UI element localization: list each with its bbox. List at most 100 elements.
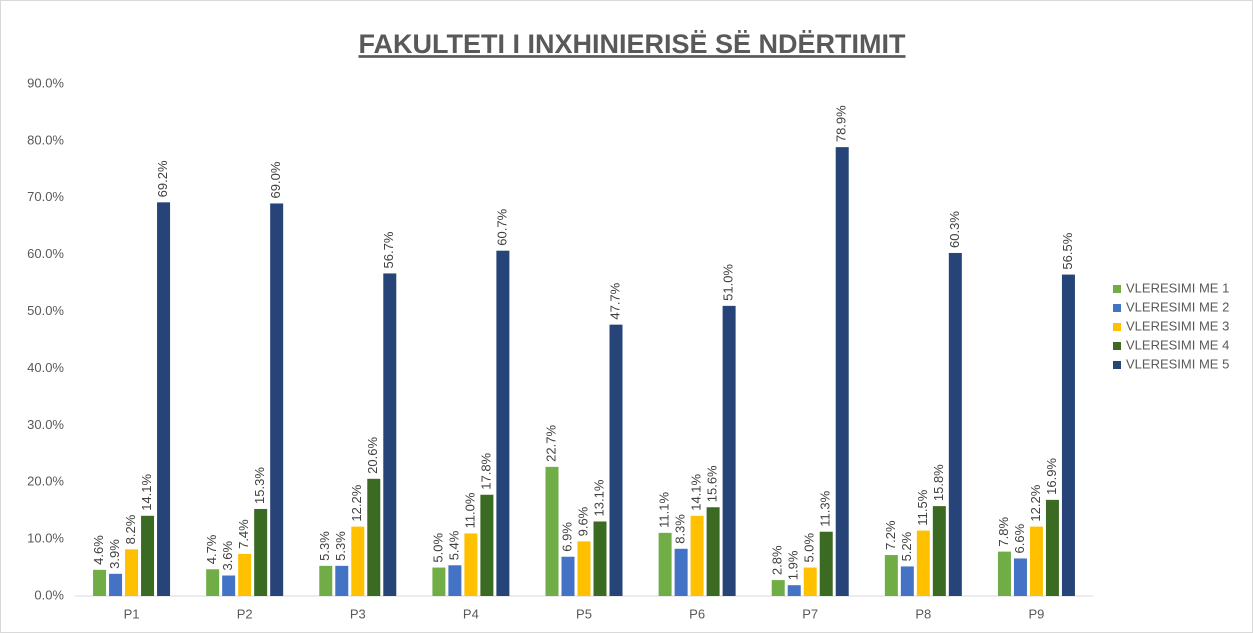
x-tick-label: P7: [802, 606, 818, 621]
data-label: 8.2%: [123, 514, 138, 544]
data-label: 51.0%: [721, 264, 736, 301]
data-label: 5.0%: [802, 532, 817, 562]
data-label: 12.2%: [349, 484, 364, 521]
legend-label: VLERESIMI ME 5: [1126, 356, 1229, 371]
bar: [125, 549, 139, 596]
data-label: 5.2%: [899, 531, 914, 561]
data-label: 14.1%: [689, 473, 704, 510]
y-tick-label: 60.0%: [27, 246, 64, 261]
bar: [1029, 526, 1043, 596]
x-tick-label: P8: [915, 606, 931, 621]
data-label: 3.6%: [220, 540, 235, 570]
bar: [690, 515, 704, 596]
bar: [383, 273, 397, 596]
bar: [706, 507, 720, 596]
x-tick-label: P1: [124, 606, 140, 621]
data-label: 17.8%: [478, 452, 493, 489]
legend-label: VLERESIMI ME 4: [1126, 337, 1229, 352]
y-tick-label: 20.0%: [27, 474, 64, 489]
data-label: 20.6%: [365, 437, 380, 474]
bar: [464, 533, 478, 596]
x-tick-label: P4: [463, 606, 479, 621]
chart-title: FAKULTETI I INXHINIERISË SË NDËRTIMIT: [358, 29, 906, 59]
bar: [771, 580, 785, 596]
y-tick-label: 40.0%: [27, 360, 64, 375]
bar: [222, 575, 236, 596]
bar: [722, 305, 736, 596]
data-label: 6.9%: [559, 522, 574, 552]
bar: [351, 526, 365, 596]
bar: [1013, 558, 1027, 596]
data-label: 11.0%: [462, 492, 477, 528]
data-label: 7.4%: [236, 519, 251, 549]
data-label: 8.3%: [673, 514, 688, 544]
bar: [335, 565, 349, 596]
data-label: 60.3%: [947, 211, 962, 248]
bar: [819, 531, 833, 596]
data-label: 2.8%: [770, 545, 785, 575]
legend-swatch: [1113, 304, 1121, 312]
bar: [432, 567, 446, 596]
data-label: 6.6%: [1012, 523, 1027, 553]
bar: [561, 556, 575, 596]
data-label: 5.4%: [446, 530, 461, 560]
data-label: 15.6%: [705, 465, 720, 502]
x-tick-label: P5: [576, 606, 592, 621]
bar: [609, 324, 623, 596]
bar: [803, 567, 817, 596]
y-tick-label: 0.0%: [34, 587, 64, 602]
data-label: 7.2%: [883, 520, 898, 550]
bar: [270, 203, 284, 596]
data-label: 69.0%: [268, 161, 283, 198]
y-tick-label: 70.0%: [27, 189, 64, 204]
bar: [319, 565, 333, 596]
data-label: 11.1%: [657, 492, 672, 528]
legend-swatch: [1113, 323, 1121, 331]
bar: [997, 551, 1011, 596]
bar: [1061, 274, 1075, 596]
data-label: 14.1%: [139, 473, 154, 510]
bar: [577, 541, 591, 596]
x-tick-label: P2: [237, 606, 253, 621]
legend-swatch: [1113, 285, 1121, 293]
x-tick-label: P9: [1028, 606, 1044, 621]
bar: [916, 530, 930, 596]
data-label: 13.1%: [591, 479, 606, 516]
legend-label: VLERESIMI ME 3: [1126, 318, 1229, 333]
bar: [93, 569, 107, 596]
data-label: 11.3%: [818, 490, 833, 526]
data-label: 16.9%: [1044, 458, 1059, 495]
data-label: 5.0%: [430, 532, 445, 562]
data-label: 7.8%: [996, 517, 1011, 547]
bar: [254, 508, 268, 596]
bar: [448, 565, 462, 596]
data-label: 11.5%: [915, 489, 930, 525]
bar: [545, 466, 559, 596]
bar: [238, 553, 252, 596]
y-tick-label: 90.0%: [27, 75, 64, 90]
bar: [674, 548, 688, 596]
y-tick-label: 80.0%: [27, 132, 64, 147]
bar: [658, 532, 672, 596]
data-label: 5.3%: [317, 531, 332, 561]
data-label: 3.9%: [107, 539, 122, 569]
data-label: 9.6%: [575, 506, 590, 536]
data-label: 15.8%: [931, 464, 946, 501]
data-label: 47.7%: [607, 282, 622, 319]
bar: [496, 250, 510, 596]
data-label: 69.2%: [155, 160, 170, 197]
data-label: 60.7%: [494, 208, 509, 245]
legend-swatch: [1113, 342, 1121, 350]
data-label: 56.5%: [1060, 232, 1075, 269]
data-label: 4.7%: [204, 534, 219, 564]
bar: [367, 478, 381, 596]
bar: [948, 252, 962, 596]
data-label: 1.9%: [786, 550, 801, 580]
y-tick-label: 10.0%: [27, 531, 64, 546]
bar: [932, 506, 946, 596]
legend-swatch: [1113, 361, 1121, 369]
bar: [593, 521, 607, 596]
